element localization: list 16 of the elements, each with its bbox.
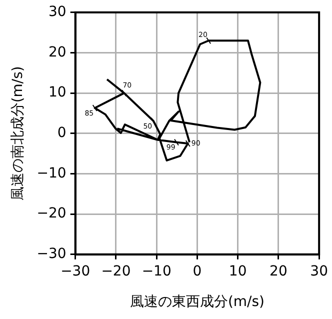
- x-tick-label: 0: [192, 263, 202, 280]
- y-axis-title: 風速の南北成分(m/s): [10, 66, 26, 201]
- x-tick-label: −10: [142, 263, 172, 280]
- y-tick-label: −10: [36, 165, 66, 182]
- y-tick-label: −20: [36, 206, 66, 222]
- x-tick-label: −30: [60, 263, 90, 280]
- x-tick-label: 20: [270, 263, 288, 280]
- x-tick-label: 10: [228, 263, 247, 280]
- x-axis-title: 風速の東西成分(m/s): [130, 294, 265, 310]
- y-tick-label: 10: [48, 84, 66, 101]
- x-tick-label: 30: [310, 263, 328, 280]
- x-tick-label: −20: [101, 263, 131, 280]
- y-tick-label: 0: [57, 125, 66, 142]
- y-tick-label: −30: [36, 246, 66, 262]
- y-tick-label: 20: [48, 44, 66, 60]
- y-tick-label: 30: [48, 4, 66, 20]
